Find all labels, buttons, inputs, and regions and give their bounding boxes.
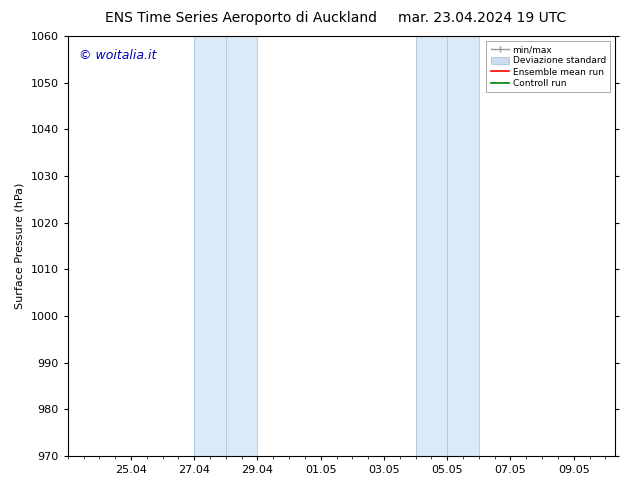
Bar <box>416 36 479 456</box>
Legend: min/max, Deviazione standard, Ensemble mean run, Controll run: min/max, Deviazione standard, Ensemble m… <box>486 41 611 93</box>
Y-axis label: Surface Pressure (hPa): Surface Pressure (hPa) <box>15 183 25 309</box>
Text: ENS Time Series Aeroporto di Auckland: ENS Time Series Aeroporto di Auckland <box>105 11 377 25</box>
Text: © woitalia.it: © woitalia.it <box>79 49 156 62</box>
Text: mar. 23.04.2024 19 UTC: mar. 23.04.2024 19 UTC <box>398 11 566 25</box>
Bar <box>194 36 257 456</box>
